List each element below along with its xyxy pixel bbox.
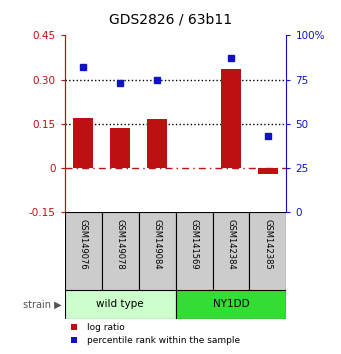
Text: GSM142385: GSM142385 [264,219,272,269]
Bar [139,212,176,290]
Bar [147,120,167,168]
Bar [250,212,286,290]
Bar [65,290,176,319]
Bar [65,212,102,290]
Text: GSM142384: GSM142384 [226,219,236,269]
Text: GSM141569: GSM141569 [190,219,198,269]
Text: wild type: wild type [97,299,144,309]
Text: strain ▶: strain ▶ [23,299,61,309]
Bar [176,212,212,290]
Bar [258,168,278,174]
Text: NY1DD: NY1DD [213,299,249,309]
Bar [176,290,286,319]
Bar [73,118,93,168]
Bar [110,128,130,168]
Bar [221,69,241,168]
Bar [212,212,250,290]
Bar [102,212,139,290]
Text: GSM149084: GSM149084 [153,219,162,269]
Legend: log ratio, percentile rank within the sample: log ratio, percentile rank within the sa… [65,323,240,345]
Text: GDS2826 / 63b11: GDS2826 / 63b11 [109,12,232,27]
Text: GSM149076: GSM149076 [79,219,88,269]
Text: GSM149078: GSM149078 [116,219,125,269]
